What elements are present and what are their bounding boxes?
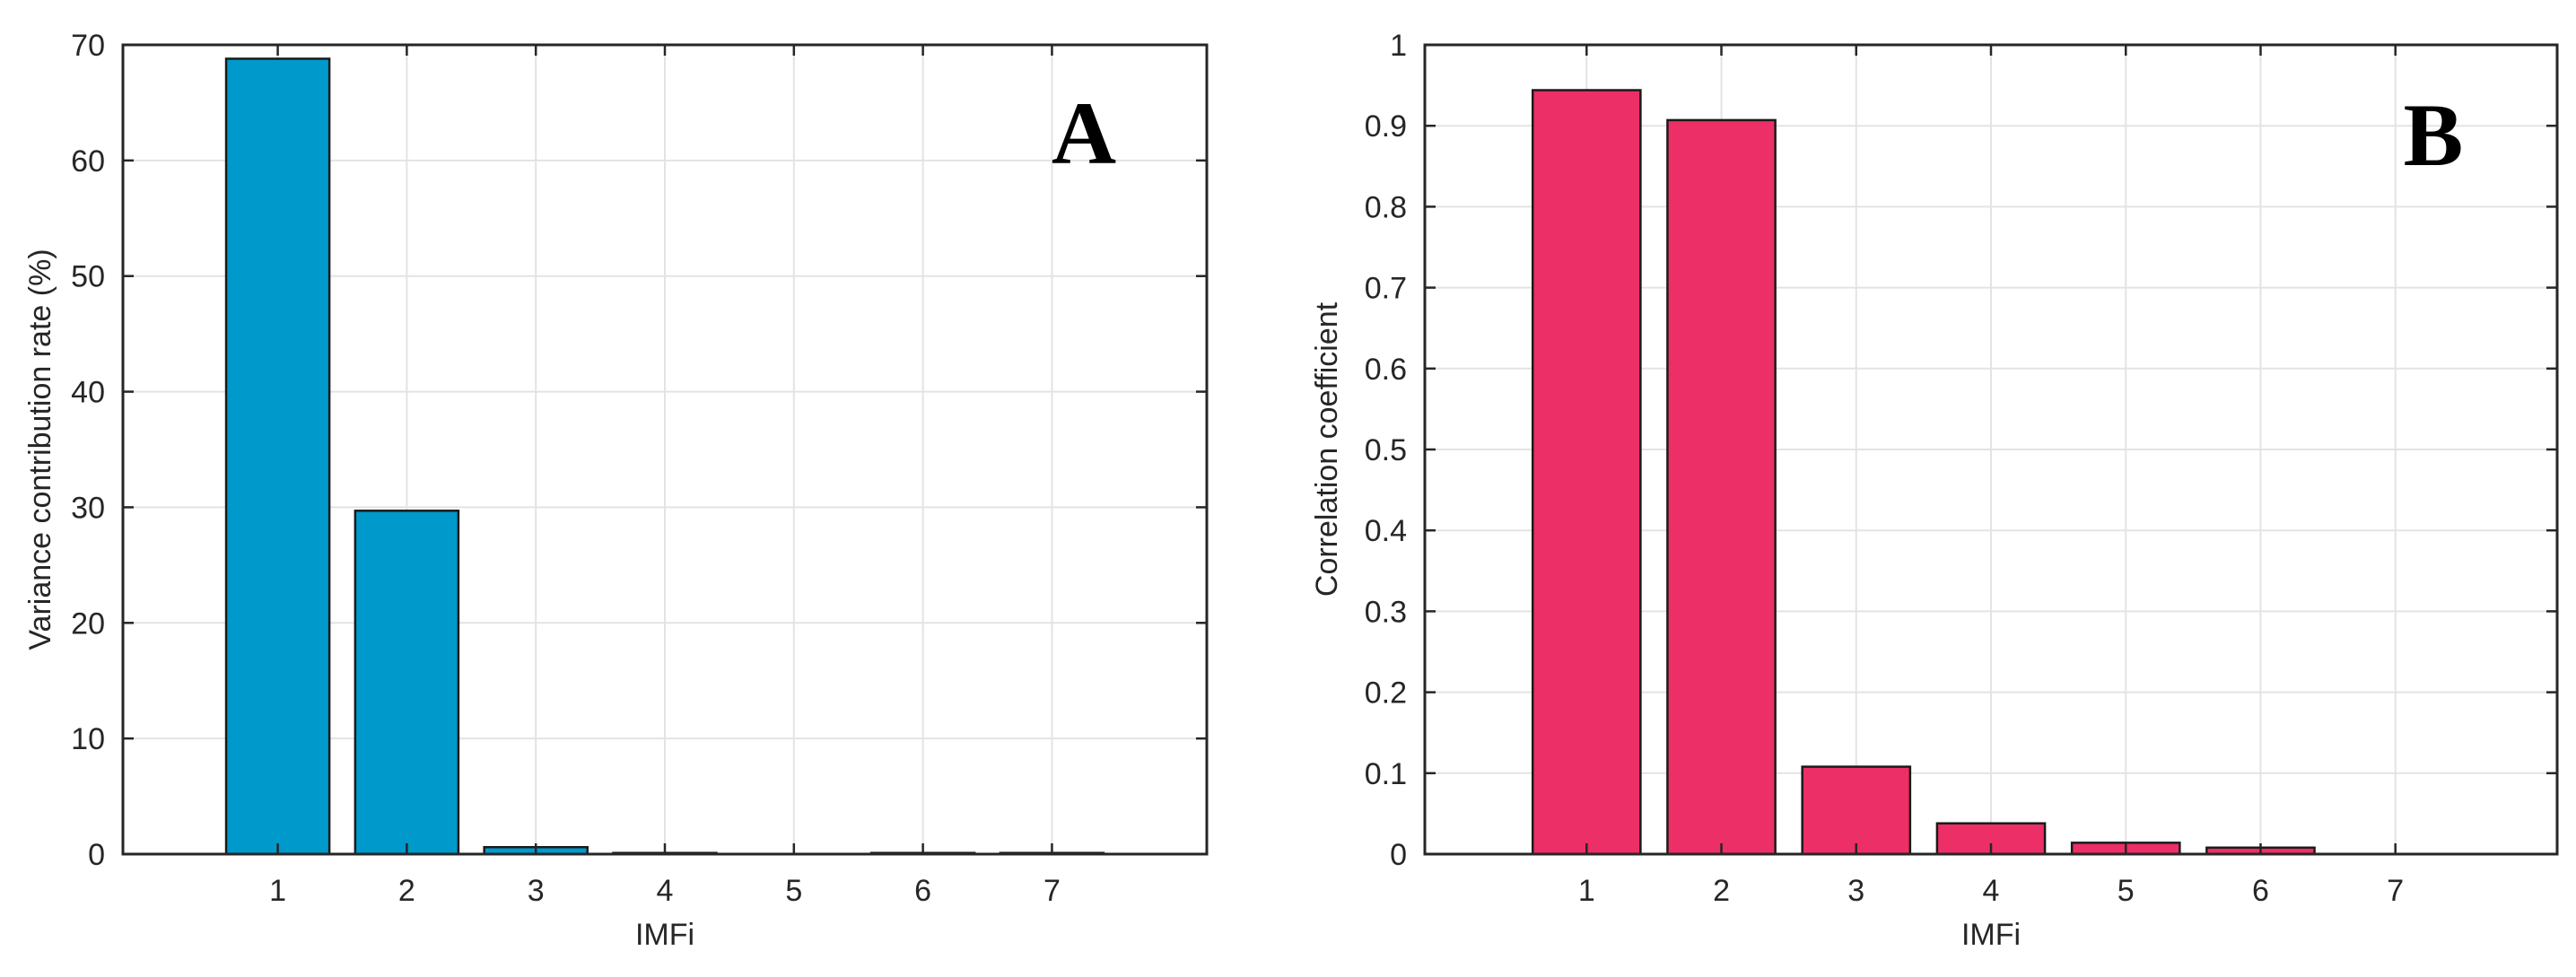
- y-tick-label: 10: [71, 722, 105, 756]
- tick-marks: [1425, 43, 2557, 856]
- y-tick-label: 1: [1390, 29, 1407, 63]
- y-tick-label: 40: [71, 376, 105, 410]
- y-tick-label: 0: [88, 838, 105, 872]
- x-tick-label: 5: [2118, 874, 2135, 908]
- panel-label: B: [2404, 85, 2464, 185]
- x-tick-label: 1: [1578, 874, 1595, 908]
- y-tick-label: 0.6: [1365, 353, 1407, 387]
- panel-label: A: [1052, 83, 1116, 183]
- y-tick-labels: 0 0.1 0.2 0.3 0.4 0.5 0.6 0.7 0.8 0.9 1: [1365, 29, 1407, 872]
- bar-imf-2: [1666, 118, 1777, 856]
- x-axis-label: IMFi: [635, 918, 694, 952]
- y-tick-label: 60: [71, 144, 105, 179]
- tick-marks: [123, 43, 1207, 856]
- x-tick-label: 4: [657, 874, 674, 908]
- bar-imf-1: [224, 57, 331, 856]
- y-tick-label: 70: [71, 29, 105, 63]
- y-tick-label: 0: [1390, 838, 1407, 872]
- bar-imf-2: [354, 510, 460, 856]
- bar-imf-1: [1531, 89, 1642, 856]
- y-tick-label: 0.8: [1365, 190, 1407, 224]
- x-tick-label: 7: [1043, 874, 1061, 908]
- chart-panel-b: 0 0.1 0.2 0.3 0.4 0.5 0.6 0.7 0.8 0.9 1 1 2 3 4 5 6 7 IMFi…: [1310, 29, 2559, 952]
- x-tick-label: 3: [1847, 874, 1864, 908]
- x-tick-label: 2: [398, 874, 415, 908]
- x-tick-label: 1: [269, 874, 286, 908]
- bars: [1531, 89, 2316, 856]
- x-tick-label: 2: [1713, 874, 1730, 908]
- y-tick-label: 0.4: [1365, 514, 1407, 548]
- bar-imf-3: [1801, 765, 1912, 856]
- y-axis-label: Variance contribution rate (%): [23, 249, 57, 650]
- y-tick-label: 20: [71, 606, 105, 641]
- y-tick-label: 0.9: [1365, 109, 1407, 144]
- y-tick-label: 50: [71, 260, 105, 294]
- x-tick-labels: 1 2 3 4 5 6 7: [1578, 874, 2404, 908]
- y-tick-label: 0.5: [1365, 433, 1407, 467]
- y-tick-label: 0.7: [1365, 272, 1407, 306]
- x-tick-label: 6: [2252, 874, 2269, 908]
- x-tick-labels: 1 2 3 4 5 6 7: [269, 874, 1061, 908]
- x-tick-label: 5: [785, 874, 802, 908]
- bars: [224, 57, 1105, 856]
- x-tick-label: 6: [914, 874, 931, 908]
- x-axis-label: IMFi: [1961, 918, 2021, 952]
- x-tick-label: 4: [1983, 874, 2000, 908]
- y-tick-label: 0.3: [1365, 595, 1407, 629]
- x-tick-label: 3: [528, 874, 545, 908]
- y-tick-label: 30: [71, 491, 105, 525]
- y-tick-label: 0.1: [1365, 757, 1407, 791]
- y-axis-label: Correlation coefficient: [1310, 301, 1344, 597]
- x-tick-label: 7: [2387, 874, 2404, 908]
- y-tick-labels: 0 10 20 30 40 50 60 70: [71, 29, 105, 872]
- y-tick-label: 0.2: [1365, 676, 1407, 711]
- chart-panel-a: 0 10 20 30 40 50 60 70 1 2 3 4 5 6 7 IMFi Variance contr…: [23, 29, 1209, 952]
